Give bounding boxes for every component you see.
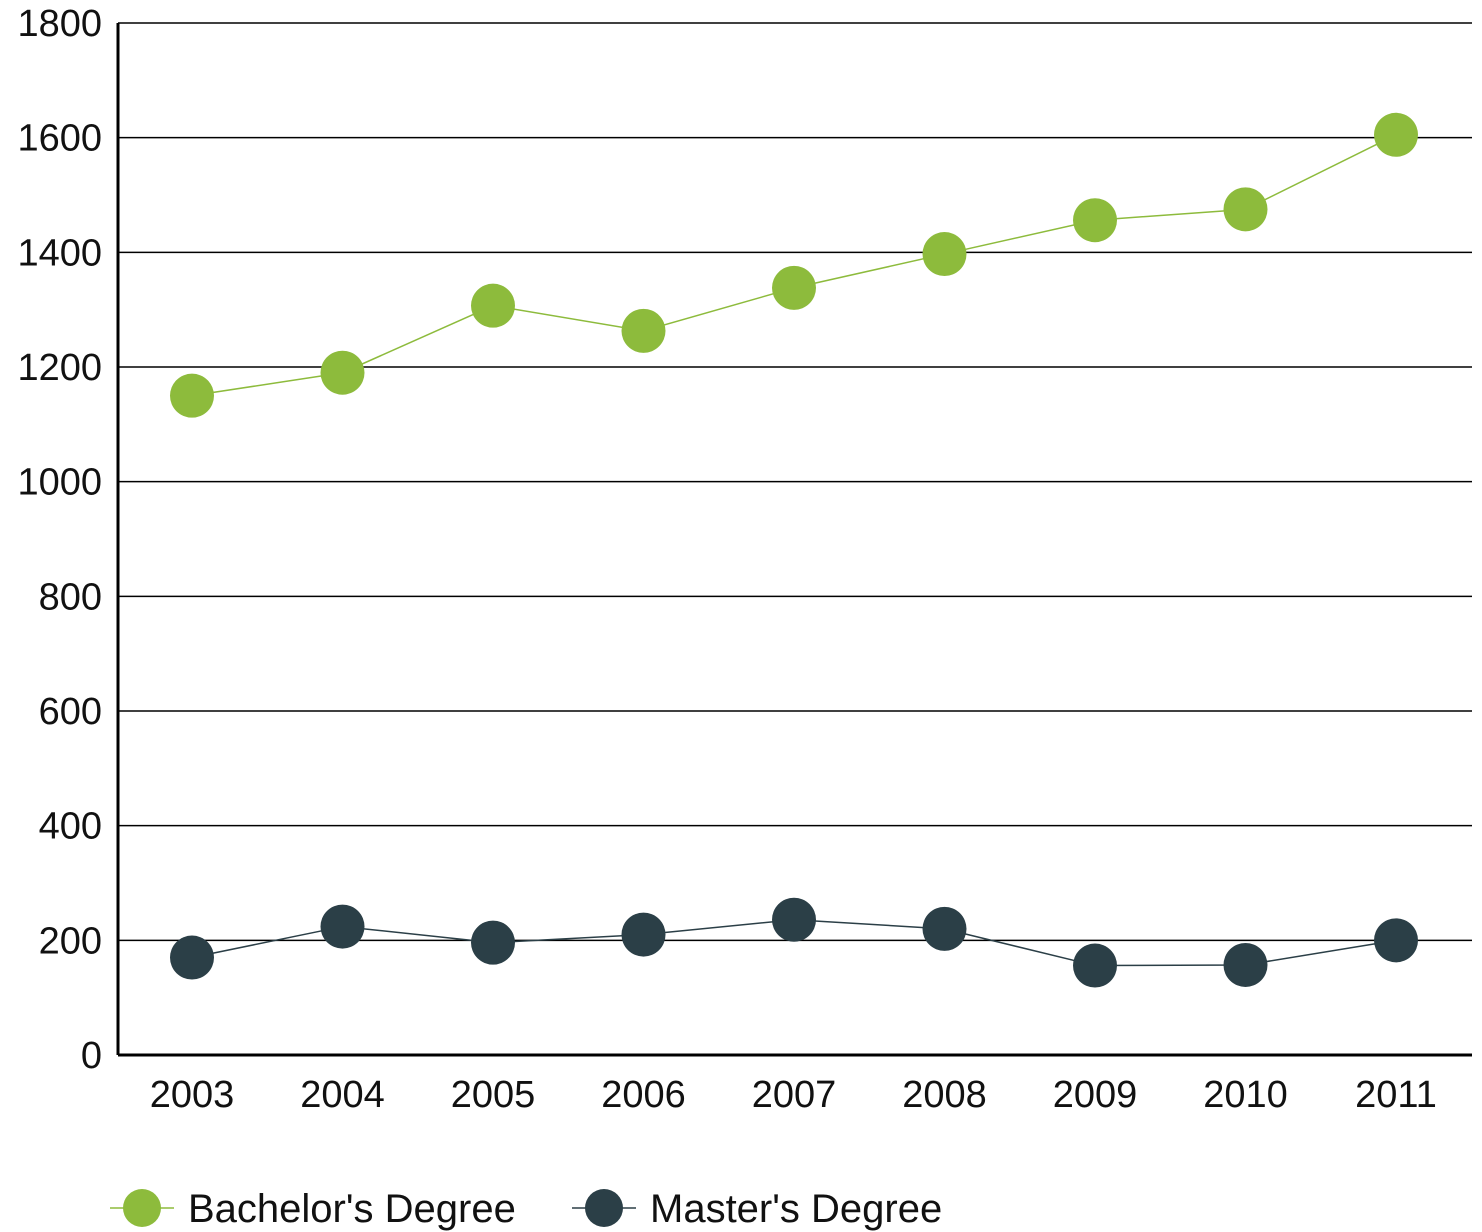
y-tick-label: 1200 <box>17 347 102 389</box>
x-tick-label: 2006 <box>601 1074 686 1116</box>
legend-item-1: Master's Degree <box>572 1187 942 1231</box>
x-tick-label: 2007 <box>752 1074 837 1116</box>
data-point <box>1374 918 1418 963</box>
data-point <box>621 308 666 353</box>
y-tick-label: 600 <box>39 691 102 733</box>
x-tick-label: 2010 <box>1203 1074 1288 1116</box>
legend: Bachelor's Degree Master's Degree <box>110 1187 942 1231</box>
x-tick-label: 2003 <box>150 1074 235 1116</box>
data-point <box>772 265 816 310</box>
data-point <box>471 283 515 328</box>
data-point <box>320 350 365 395</box>
data-point <box>1073 198 1117 243</box>
x-tick-label: 2004 <box>300 1074 385 1116</box>
x-tick-label: 2008 <box>902 1074 987 1116</box>
series-1 <box>170 897 1418 988</box>
y-axis-ticks: 0 200 400 600 800 1000 1200 1400 1600 1800 <box>17 3 102 1077</box>
data-point <box>320 904 365 949</box>
data-point <box>772 897 816 942</box>
y-tick-label: 400 <box>39 806 102 848</box>
data-point <box>922 906 967 951</box>
legend-item-0: Bachelor's Degree <box>110 1187 516 1231</box>
y-tick-label: 800 <box>39 576 102 618</box>
gridlines <box>118 22 1472 942</box>
y-tick-label: 1000 <box>17 462 102 504</box>
data-point <box>1223 187 1268 232</box>
series-group <box>170 112 1418 988</box>
x-tick-label: 2009 <box>1053 1074 1138 1116</box>
y-tick-label: 1600 <box>17 118 102 160</box>
series-0 <box>170 112 1418 418</box>
series-line <box>191 134 1397 397</box>
y-tick-label: 0 <box>81 1035 102 1077</box>
x-axis-ticks: 2003 2004 2005 2006 2007 2008 2009 2010 2011 <box>150 1074 1437 1116</box>
legend-label: Master's Degree <box>650 1187 942 1231</box>
data-point <box>1223 942 1268 987</box>
data-point <box>1374 112 1418 157</box>
data-point <box>922 232 967 277</box>
x-tick-label: 2005 <box>451 1074 536 1116</box>
data-point <box>170 373 214 418</box>
legend-label: Bachelor's Degree <box>188 1187 516 1231</box>
y-tick-label: 1400 <box>17 232 102 274</box>
y-tick-label: 200 <box>39 920 102 962</box>
x-tick-label: 2011 <box>1355 1074 1437 1116</box>
data-point <box>471 920 515 965</box>
legend-marker <box>585 1189 623 1227</box>
y-tick-label: 1800 <box>17 3 102 45</box>
data-point <box>621 912 666 957</box>
data-point <box>170 935 214 980</box>
legend-marker <box>123 1189 161 1227</box>
data-point <box>1073 943 1117 988</box>
